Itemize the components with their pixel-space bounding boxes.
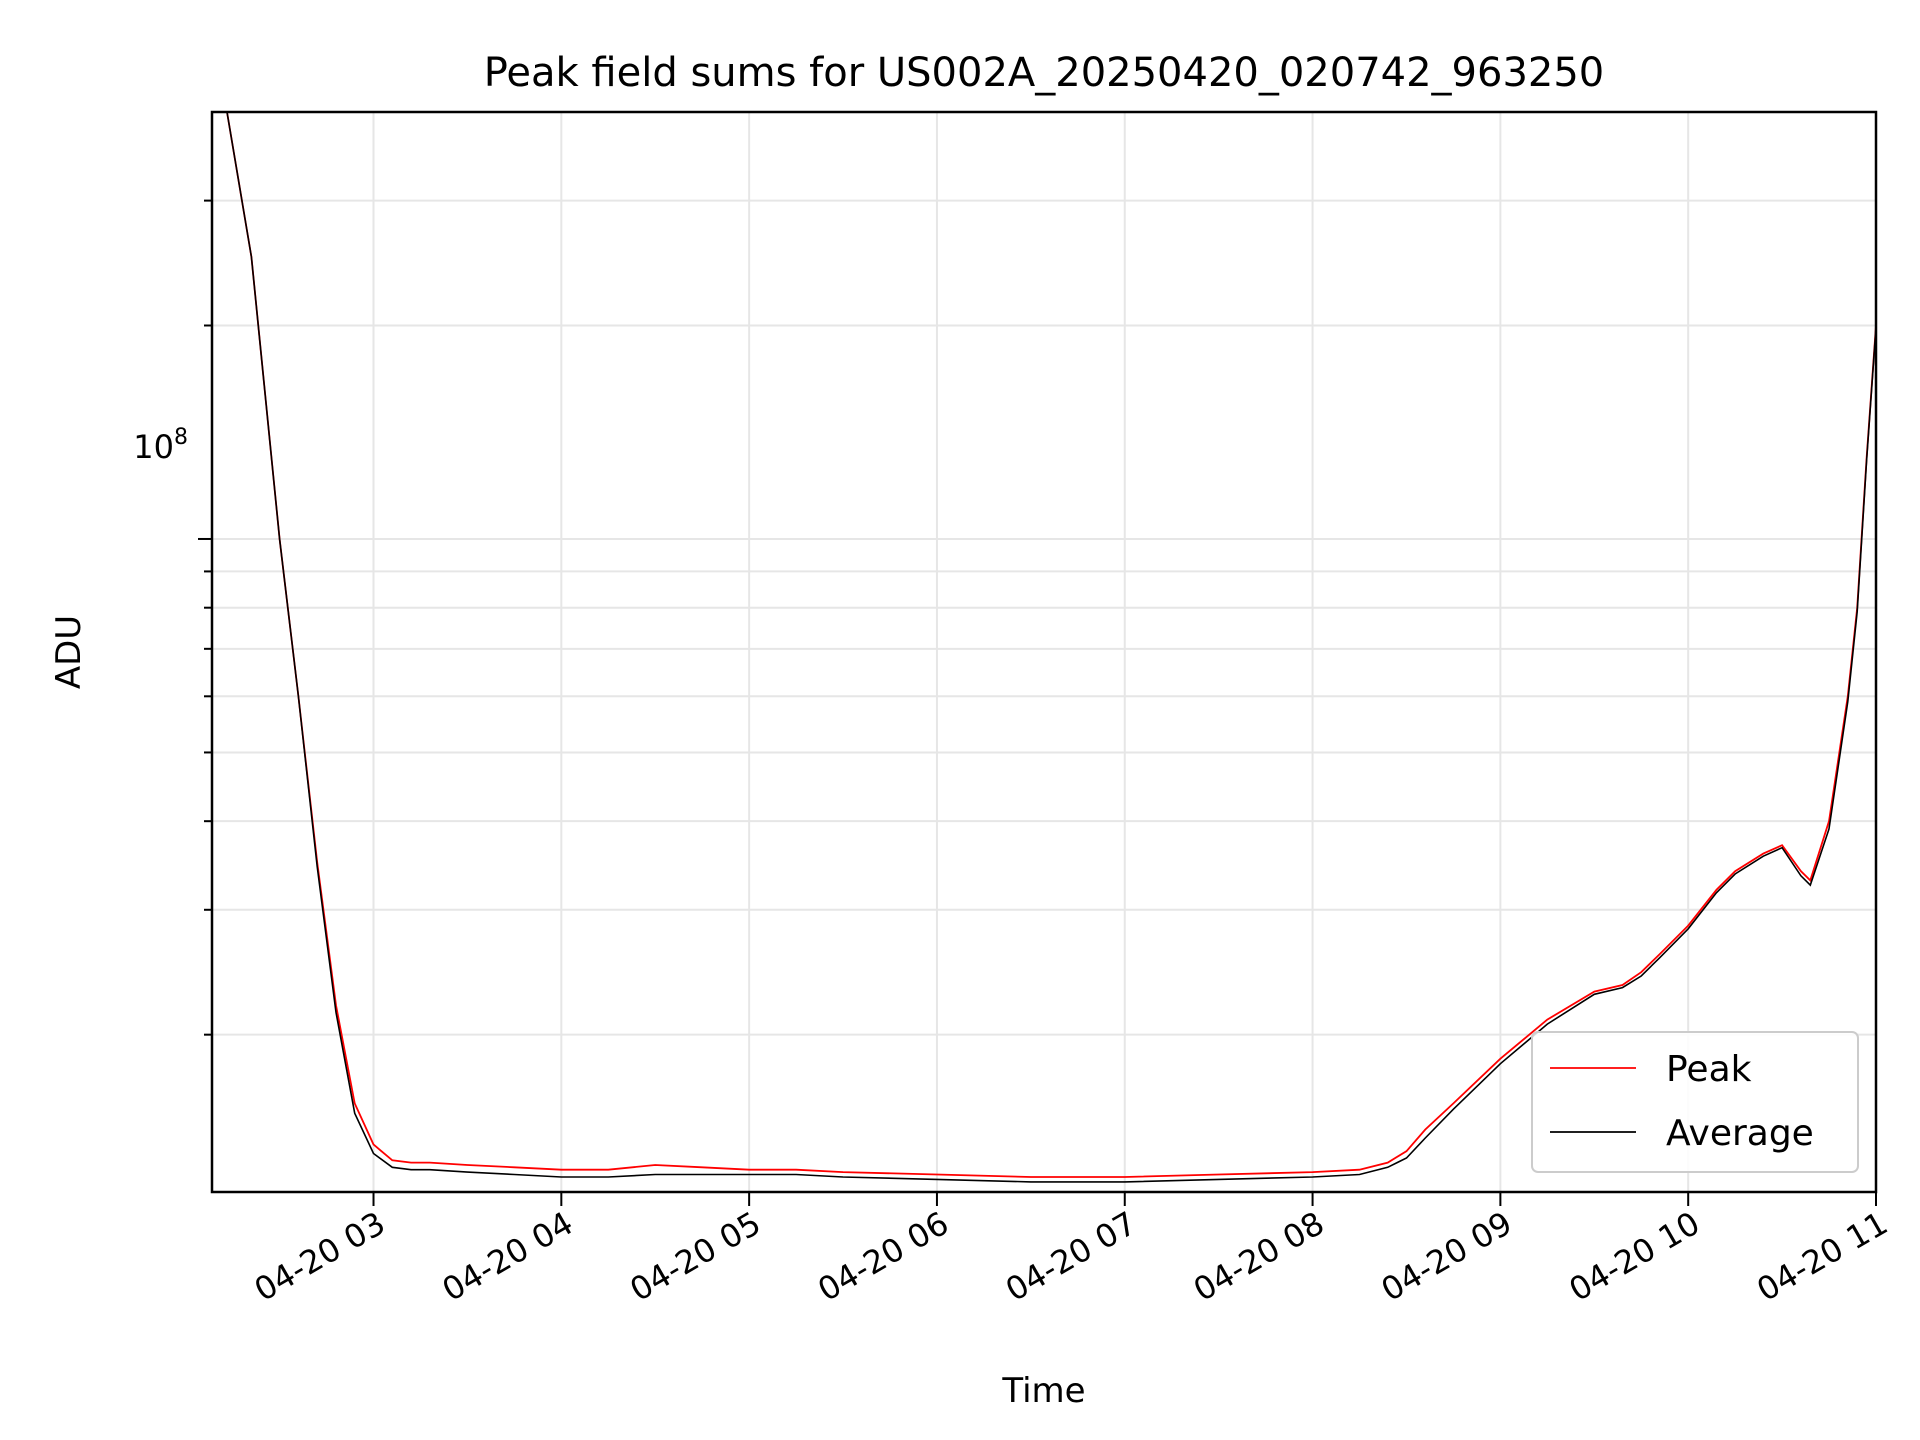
series-line-peak (212, 112, 1876, 1178)
y-tick-exponent: 8 (174, 425, 188, 450)
x-tick-label: 04-20 08 (1187, 1204, 1331, 1309)
chart-title: Peak field sums for US002A_20250420_0207… (484, 50, 1605, 96)
x-tick-label: 04-20 05 (624, 1204, 768, 1309)
x-tick-label: 04-20 11 (1750, 1204, 1894, 1309)
y-tick-base: 10 (133, 428, 174, 466)
x-tick-label: 04-20 03 (248, 1204, 392, 1309)
y-tick-label-1e8: 108 (133, 425, 188, 466)
x-axis-label: Time (1001, 1371, 1085, 1411)
x-tick-label: 04-20 07 (999, 1204, 1143, 1309)
legend-box (1531, 1031, 1859, 1173)
series-layer (212, 112, 1876, 1183)
legend-label-average: Average (1666, 1113, 1814, 1154)
x-tick-label: 04-20 04 (436, 1204, 580, 1309)
plot-frame (210, 110, 1878, 1194)
x-tick-label: 04-20 06 (811, 1204, 955, 1309)
y-axis-label: ADU (49, 615, 89, 689)
x-tick-label: 04-20 09 (1375, 1204, 1519, 1309)
series-line-average (212, 112, 1876, 1183)
grid (212, 112, 1877, 1192)
legend: Peak Average (1531, 1031, 1859, 1173)
x-tick-label: 04-20 10 (1563, 1204, 1707, 1309)
legend-label-peak: Peak (1666, 1049, 1752, 1090)
